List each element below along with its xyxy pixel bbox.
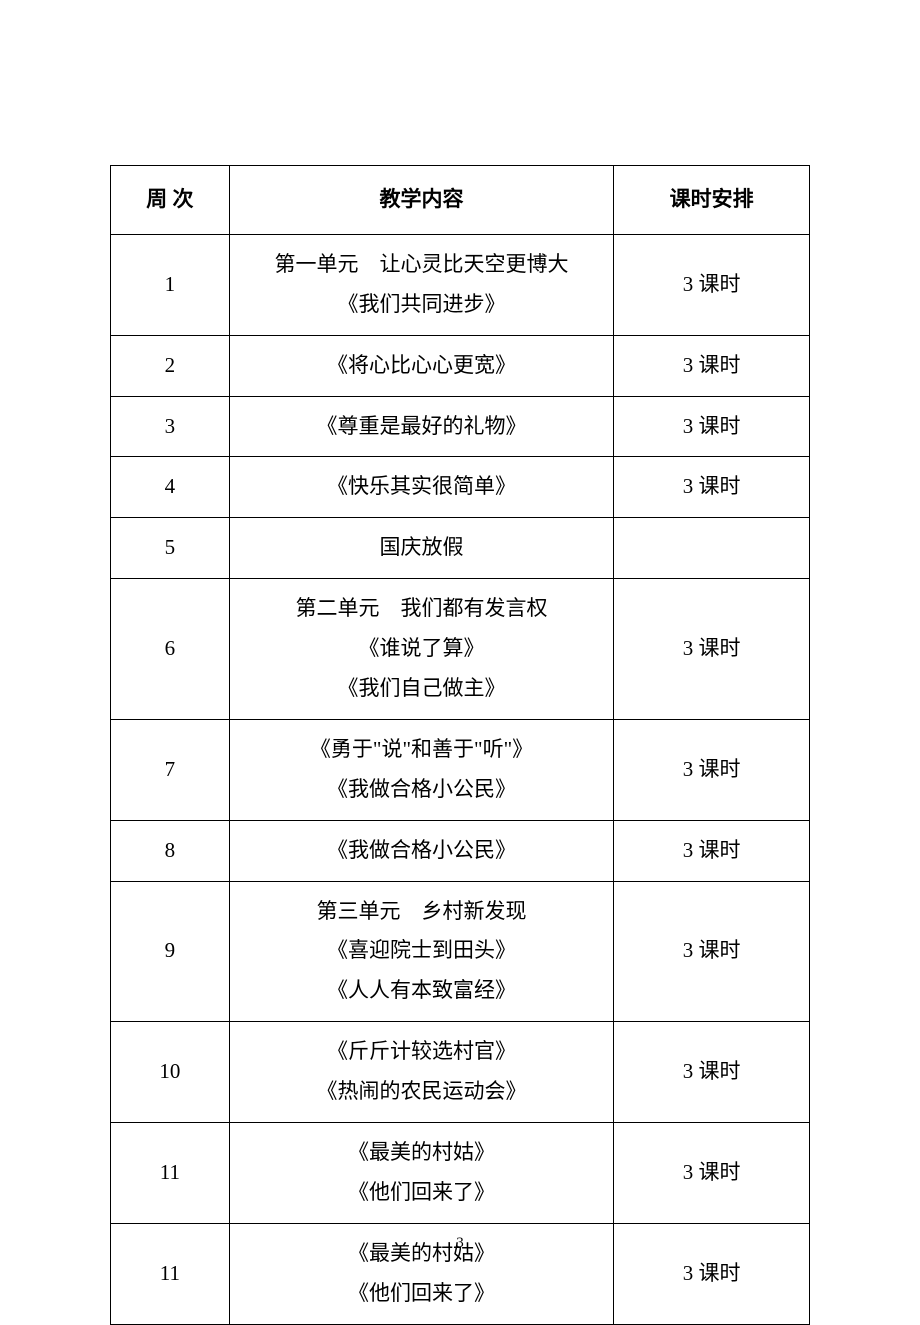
cell-week: 6 (111, 579, 230, 720)
cell-week: 2 (111, 335, 230, 396)
content-line: 《谁说了算》 (234, 629, 609, 669)
cell-hours: 3 课时 (614, 881, 810, 1022)
cell-week: 11 (111, 1123, 230, 1224)
cell-content: 第二单元 我们都有发言权《谁说了算》《我们自己做主》 (229, 579, 613, 720)
cell-content: 《快乐其实很简单》 (229, 457, 613, 518)
table-row: 9第三单元 乡村新发现《喜迎院士到田头》《人人有本致富经》3 课时 (111, 881, 810, 1022)
header-content: 教学内容 (229, 166, 613, 235)
cell-week: 4 (111, 457, 230, 518)
content-line: 《人人有本致富经》 (234, 971, 609, 1011)
content-line: 国庆放假 (234, 528, 609, 568)
content-line: 《热闹的农民运动会》 (234, 1072, 609, 1112)
cell-content: 《最美的村姑》《他们回来了》 (229, 1123, 613, 1224)
cell-hours: 3 课时 (614, 335, 810, 396)
cell-week: 5 (111, 518, 230, 579)
content-line: 《我们自己做主》 (234, 669, 609, 709)
cell-content: 《将心比心心更宽》 (229, 335, 613, 396)
cell-content: 国庆放假 (229, 518, 613, 579)
content-line: 第二单元 我们都有发言权 (234, 589, 609, 629)
cell-content: 《斤斤计较选村官》《热闹的农民运动会》 (229, 1022, 613, 1123)
cell-hours: 3 课时 (614, 234, 810, 335)
cell-hours: 3 课时 (614, 1123, 810, 1224)
table-row: 4《快乐其实很简单》3 课时 (111, 457, 810, 518)
table-row: 10《斤斤计较选村官》《热闹的农民运动会》3 课时 (111, 1022, 810, 1123)
table-body: 1第一单元 让心灵比天空更博大《我们共同进步》3 课时2《将心比心心更宽》3 课… (111, 234, 810, 1324)
table-row: 7《勇于"说"和善于"听"》《我做合格小公民》3 课时 (111, 719, 810, 820)
content-line: 第三单元 乡村新发现 (234, 892, 609, 932)
cell-hours: 3 课时 (614, 457, 810, 518)
cell-hours: 3 课时 (614, 579, 810, 720)
content-line: 《勇于"说"和善于"听"》 (234, 730, 609, 770)
content-line: 《快乐其实很简单》 (234, 467, 609, 507)
table-row: 6第二单元 我们都有发言权《谁说了算》《我们自己做主》3 课时 (111, 579, 810, 720)
content-line: 《斤斤计较选村官》 (234, 1032, 609, 1072)
cell-week: 9 (111, 881, 230, 1022)
cell-content: 《我做合格小公民》 (229, 820, 613, 881)
cell-week: 1 (111, 234, 230, 335)
table-row: 1第一单元 让心灵比天空更博大《我们共同进步》3 课时 (111, 234, 810, 335)
table-row: 5国庆放假 (111, 518, 810, 579)
content-line: 《他们回来了》 (234, 1274, 609, 1314)
cell-week: 3 (111, 396, 230, 457)
cell-content: 《勇于"说"和善于"听"》《我做合格小公民》 (229, 719, 613, 820)
document-page: 周 次 教学内容 课时安排 1第一单元 让心灵比天空更博大《我们共同进步》3 课… (0, 0, 920, 1325)
content-line: 《我们共同进步》 (234, 285, 609, 325)
header-week: 周 次 (111, 166, 230, 235)
cell-hours: 3 课时 (614, 719, 810, 820)
content-line: 《我做合格小公民》 (234, 770, 609, 810)
content-line: 《将心比心心更宽》 (234, 346, 609, 386)
cell-hours (614, 518, 810, 579)
table-row: 3《尊重是最好的礼物》3 课时 (111, 396, 810, 457)
content-line: 《尊重是最好的礼物》 (234, 407, 609, 447)
table-row: 11《最美的村姑》《他们回来了》3 课时 (111, 1123, 810, 1224)
content-line: 《他们回来了》 (234, 1173, 609, 1213)
content-line: 《喜迎院士到田头》 (234, 931, 609, 971)
schedule-table: 周 次 教学内容 课时安排 1第一单元 让心灵比天空更博大《我们共同进步》3 课… (110, 165, 810, 1325)
page-number: 3 (0, 1235, 920, 1252)
table-row: 2《将心比心心更宽》3 课时 (111, 335, 810, 396)
cell-week: 8 (111, 820, 230, 881)
cell-week: 7 (111, 719, 230, 820)
cell-content: 《尊重是最好的礼物》 (229, 396, 613, 457)
content-line: 第一单元 让心灵比天空更博大 (234, 245, 609, 285)
cell-week: 10 (111, 1022, 230, 1123)
cell-hours: 3 课时 (614, 1022, 810, 1123)
cell-hours: 3 课时 (614, 396, 810, 457)
cell-content: 第三单元 乡村新发现《喜迎院士到田头》《人人有本致富经》 (229, 881, 613, 1022)
table-header: 周 次 教学内容 课时安排 (111, 166, 810, 235)
content-line: 《最美的村姑》 (234, 1133, 609, 1173)
table-row: 8《我做合格小公民》3 课时 (111, 820, 810, 881)
header-hours: 课时安排 (614, 166, 810, 235)
header-row: 周 次 教学内容 课时安排 (111, 166, 810, 235)
cell-hours: 3 课时 (614, 820, 810, 881)
cell-content: 第一单元 让心灵比天空更博大《我们共同进步》 (229, 234, 613, 335)
content-line: 《我做合格小公民》 (234, 831, 609, 871)
